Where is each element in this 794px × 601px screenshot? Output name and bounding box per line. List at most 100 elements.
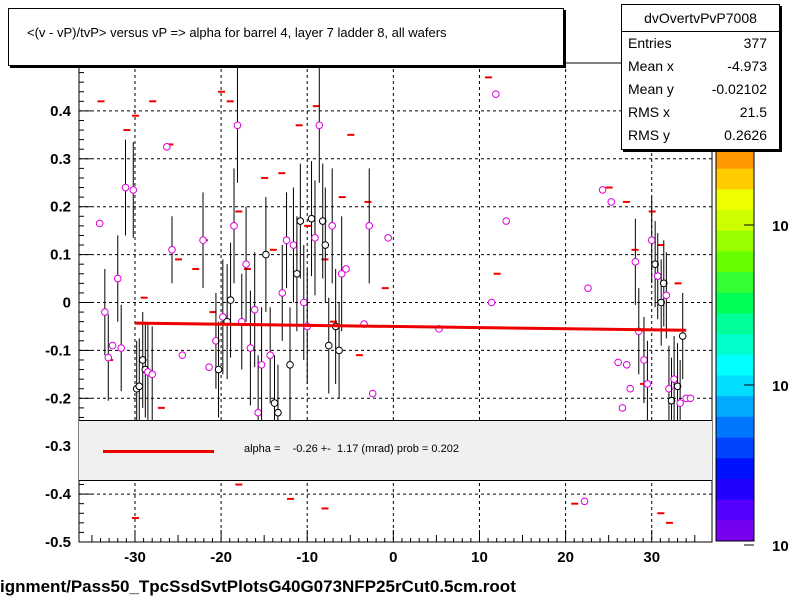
data-point	[278, 289, 287, 297]
scatter-bin	[261, 176, 269, 179]
data-point	[618, 404, 627, 412]
scatter-bin	[321, 507, 329, 510]
data-point	[230, 222, 238, 230]
palette-label: 10	[772, 218, 789, 235]
data-point	[686, 394, 695, 403]
stats-row-mean-y: Mean y -0.02102	[622, 78, 779, 101]
x-tick-label: -20	[210, 549, 232, 566]
data-point	[254, 408, 262, 417]
y-tick-label: 0.1	[50, 247, 71, 264]
stats-label: Mean x	[628, 58, 674, 74]
data-point	[662, 291, 671, 300]
scatter-bin	[657, 244, 665, 247]
stats-value: 0.2626	[724, 127, 767, 143]
scatter-bin	[235, 483, 243, 486]
scatter-bin	[674, 282, 682, 285]
data-point	[667, 396, 676, 405]
data-point	[135, 382, 144, 391]
scatter-bin	[235, 210, 243, 213]
palette-label: 10	[772, 378, 789, 395]
data-point	[315, 121, 324, 130]
data-point	[328, 222, 337, 230]
data-point	[337, 269, 346, 278]
axes: -30 -20 -10 0 10 20 30 -0.5 -0.4 -0.3 -0.2 -0.1 0 0.1…	[45, 55, 696, 566]
y-tick-label: -0.1	[45, 342, 71, 359]
data-point	[214, 365, 223, 374]
scatter-bin	[209, 311, 217, 314]
data-point	[614, 358, 622, 367]
palette-swatch	[716, 230, 754, 252]
profile-points	[95, 67, 695, 506]
data-point	[266, 351, 274, 359]
data-point	[665, 384, 673, 393]
x-tick-label: 20	[557, 549, 574, 566]
x-tick-label: 30	[643, 549, 660, 566]
palette-swatch	[716, 520, 754, 542]
data-point	[384, 234, 392, 242]
data-point	[113, 274, 122, 283]
data-point	[311, 234, 319, 242]
fit-line	[134, 321, 687, 332]
x-tick-label: -30	[124, 549, 146, 566]
data-point	[226, 296, 235, 304]
data-point	[670, 375, 678, 383]
scatter-bin	[157, 406, 165, 409]
data-point	[108, 341, 117, 350]
data-point	[631, 257, 640, 266]
data-point	[129, 186, 138, 194]
data-point	[335, 346, 343, 355]
x-tick-label: -10	[296, 549, 318, 566]
scatter-bin	[485, 76, 493, 79]
palette-swatch	[716, 292, 754, 314]
palette-swatch	[716, 168, 754, 190]
data-point	[502, 217, 510, 225]
data-point	[676, 399, 684, 407]
data-point	[212, 337, 220, 345]
data-point	[321, 241, 330, 249]
stats-label: Entries	[628, 35, 672, 51]
data-point	[257, 360, 266, 369]
data-point	[233, 121, 242, 130]
palette-swatch	[716, 458, 754, 480]
palette-swatch	[716, 334, 754, 356]
palette-swatch	[716, 251, 754, 273]
scatter-bin	[355, 354, 363, 357]
scatter-bin	[330, 320, 338, 323]
data-point	[640, 356, 648, 364]
data-point	[293, 269, 301, 278]
data-point	[492, 90, 500, 98]
data-point	[643, 380, 652, 388]
stats-value: -4.973	[727, 58, 767, 74]
palette-swatch	[716, 437, 754, 459]
legend-box: alpha = -0.26 +- 1.17 (mrad) prob = 0.20…	[79, 420, 712, 481]
palette-swatch	[716, 478, 754, 501]
scatter-bin	[123, 129, 131, 132]
plot-title: <(v - vP)/tvP> versus vP => alpha for ba…	[27, 25, 447, 40]
data-point	[342, 265, 350, 273]
scatter-bin	[166, 143, 174, 146]
scatter-bin	[571, 502, 579, 505]
data-point	[178, 351, 187, 359]
palette-swatch	[716, 210, 754, 232]
data-point	[296, 217, 305, 225]
palette-swatch	[716, 375, 754, 397]
scatter-bin	[295, 124, 303, 127]
scatter-bin	[175, 258, 183, 261]
scatter-bin	[287, 497, 294, 500]
data-point	[673, 382, 682, 391]
x-tick-label: 0	[389, 549, 397, 566]
y-tick-label: 0.2	[50, 199, 71, 216]
data-point	[242, 260, 250, 268]
legend-fit-line-swatch	[103, 450, 214, 453]
stats-row-rms-y: RMS y 0.2626	[622, 124, 779, 147]
data-point	[250, 305, 259, 314]
data-point	[274, 408, 282, 417]
data-point	[622, 360, 631, 369]
fit-line-segment	[134, 321, 687, 332]
data-point	[205, 363, 213, 371]
data-point	[286, 360, 294, 369]
data-point	[148, 370, 157, 379]
stats-row-rms-x: RMS x 21.5	[622, 101, 779, 124]
data-point	[607, 198, 616, 206]
